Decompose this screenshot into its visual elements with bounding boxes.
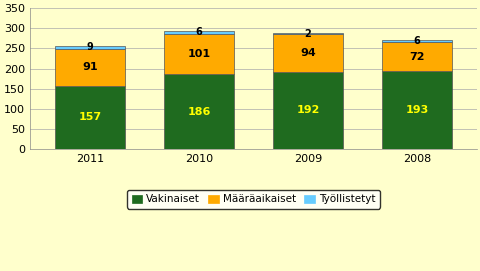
Bar — [381, 40, 451, 42]
Text: 91: 91 — [82, 63, 98, 73]
Text: 6: 6 — [195, 27, 202, 37]
Bar — [272, 72, 343, 149]
Text: 186: 186 — [187, 107, 210, 117]
Bar — [163, 74, 234, 149]
Text: 94: 94 — [300, 48, 315, 58]
Text: 9: 9 — [86, 42, 93, 52]
Text: 2: 2 — [304, 28, 311, 38]
Bar — [272, 34, 343, 72]
Text: 72: 72 — [408, 52, 424, 62]
Bar — [55, 86, 125, 149]
Legend: Vakinaiset, Määräaikaiset, Työllistetyt: Vakinaiset, Määräaikaiset, Työllistetyt — [127, 190, 379, 208]
Bar — [272, 33, 343, 34]
Bar — [381, 71, 451, 149]
Text: 6: 6 — [413, 36, 420, 46]
Bar — [55, 46, 125, 49]
Text: 157: 157 — [78, 112, 101, 122]
Bar — [163, 31, 234, 34]
Bar — [55, 49, 125, 86]
Bar — [163, 34, 234, 74]
Text: 101: 101 — [187, 49, 210, 59]
Bar — [381, 42, 451, 71]
Text: 192: 192 — [296, 105, 319, 115]
Text: 193: 193 — [405, 105, 428, 115]
